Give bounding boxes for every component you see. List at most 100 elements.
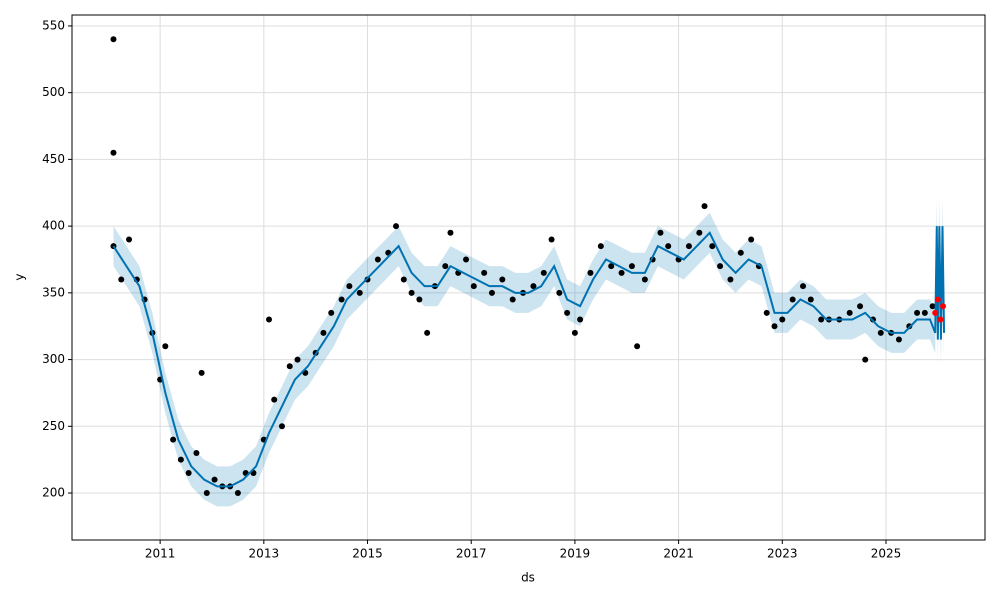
observed-point — [587, 269, 594, 276]
x-tick-label: 2019 — [560, 547, 591, 561]
observed-point — [320, 329, 327, 336]
observed-point — [400, 276, 407, 283]
observed-point — [807, 296, 814, 303]
y-tick-label: 400 — [42, 219, 65, 233]
observed-point — [110, 36, 117, 43]
observed-point — [862, 356, 869, 363]
observed-point — [198, 369, 205, 376]
observed-point — [763, 309, 770, 316]
observed-point — [271, 396, 278, 403]
observed-point — [929, 303, 936, 310]
observed-point — [685, 243, 692, 250]
observed-point — [170, 436, 177, 443]
observed-point — [294, 356, 301, 363]
observed-point — [597, 243, 604, 250]
observed-point — [193, 449, 200, 456]
observed-point — [608, 263, 615, 270]
observed-point — [530, 283, 537, 290]
forecast-line — [112, 226, 946, 488]
observed-point — [463, 256, 470, 263]
observed-point — [771, 323, 778, 330]
x-axis-label: ds — [521, 571, 535, 585]
observed-point — [895, 336, 902, 343]
observed-point — [499, 276, 506, 283]
observed-point — [577, 316, 584, 323]
observed-point — [701, 203, 708, 210]
y-axis-label: y — [13, 273, 27, 280]
observed-point — [424, 329, 431, 336]
observed-point — [393, 223, 400, 230]
observed-point — [162, 343, 169, 350]
x-tick-label: 2017 — [456, 547, 487, 561]
observed-point — [914, 309, 921, 316]
y-tick-label: 350 — [42, 285, 65, 299]
observed-point — [447, 229, 454, 236]
recent-point — [934, 296, 941, 303]
x-tick-label: 2023 — [767, 547, 798, 561]
recent-point — [932, 309, 939, 316]
x-tick-label: 2021 — [663, 547, 694, 561]
observed-point — [737, 249, 744, 256]
observed-point — [374, 256, 381, 263]
observed-point — [211, 476, 218, 483]
observed-point — [628, 263, 635, 270]
observed-point — [665, 243, 672, 250]
y-tick-label: 450 — [42, 152, 65, 166]
observed-point — [126, 236, 133, 243]
observed-point — [442, 263, 449, 270]
observed-point — [328, 309, 335, 316]
observed-point — [278, 423, 285, 430]
observed-point — [481, 269, 488, 276]
observed-point — [800, 283, 807, 290]
y-tick-label: 500 — [42, 85, 65, 99]
observed-point — [338, 296, 345, 303]
observed-point — [234, 490, 241, 497]
y-tick-label: 300 — [42, 352, 65, 366]
observed-point — [846, 309, 853, 316]
observed-point — [877, 329, 884, 336]
observed-point — [709, 243, 716, 250]
observed-point — [408, 289, 415, 296]
observed-point — [185, 470, 192, 477]
observed-point — [548, 236, 555, 243]
observed-point — [921, 309, 928, 316]
observed-point — [470, 283, 477, 290]
x-tick-label: 2025 — [871, 547, 902, 561]
y-tick-label: 200 — [42, 486, 65, 500]
observed-point — [634, 343, 641, 350]
observed-point — [488, 289, 495, 296]
observed-point — [789, 296, 796, 303]
observed-point — [641, 276, 648, 283]
observed-point — [779, 316, 786, 323]
observed-point — [696, 229, 703, 236]
observed-point — [203, 490, 210, 497]
observed-point — [509, 296, 516, 303]
observed-point — [556, 289, 563, 296]
y-tick-label: 550 — [42, 18, 65, 32]
observed-point — [818, 316, 825, 323]
y-tick-label: 250 — [42, 419, 65, 433]
x-tick-label: 2011 — [145, 547, 176, 561]
observed-point — [571, 329, 578, 336]
observed-point — [748, 236, 755, 243]
uncertainty-band — [113, 199, 945, 507]
recent-point — [937, 316, 944, 323]
observed-point — [286, 363, 293, 370]
observed-point — [177, 456, 184, 463]
x-tick-label: 2015 — [352, 547, 383, 561]
observed-point — [857, 303, 864, 310]
observed-point — [618, 269, 625, 276]
observed-point — [540, 269, 547, 276]
observed-point — [266, 316, 273, 323]
observed-point — [110, 149, 117, 156]
recent-point — [940, 303, 947, 310]
observed-point — [416, 296, 423, 303]
x-tick-label: 2013 — [249, 547, 280, 561]
observed-point — [346, 283, 353, 290]
observed-point — [727, 276, 734, 283]
observed-point — [118, 276, 125, 283]
observed-point — [657, 229, 664, 236]
observed-point — [356, 289, 363, 296]
observed-point — [564, 309, 571, 316]
